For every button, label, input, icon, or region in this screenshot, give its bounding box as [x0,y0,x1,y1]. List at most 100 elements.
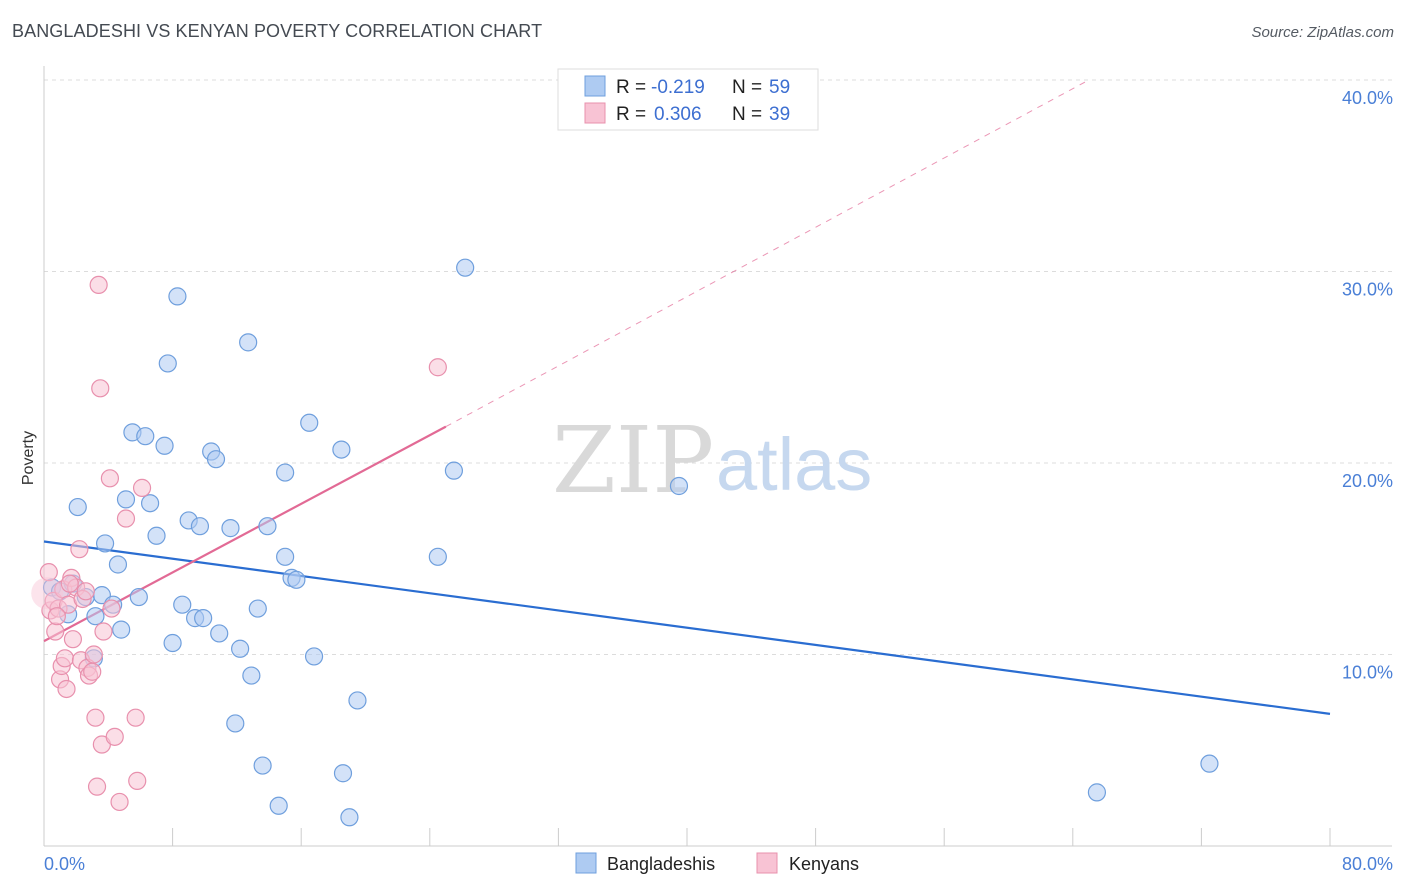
point-bangladeshis [194,609,213,628]
legend-n-value-1: 59 [769,77,790,98]
point-bangladeshis [136,427,155,446]
point-kenyans [91,379,110,398]
source-credit: Source: ZipAtlas.com [1251,24,1394,41]
bottom-legend-swatch-bangladeshis [575,852,597,874]
point-kenyans [76,582,95,601]
point-bangladeshis [86,607,105,626]
point-kenyans [60,574,79,593]
point-bangladeshis [276,547,295,566]
point-kenyans [55,649,74,668]
y-tick-labels: 10.0% 20.0% 30.0% 40.0% [1342,88,1393,683]
point-bangladeshis [226,714,245,733]
watermark: ZIP atlas [552,407,872,514]
point-kenyans [126,708,145,727]
point-kenyans [87,777,107,796]
point-kenyans [84,645,103,664]
y-tick-label: 40.0% [1342,88,1393,108]
point-bangladeshis [1200,754,1219,773]
point-bangladeshis [304,647,324,666]
legend-n-label-2: N = [732,104,762,125]
point-bangladeshis [269,796,288,815]
trend-line-kenyans-extension [445,79,1090,428]
point-kenyans [94,622,113,641]
point-bangladeshis [242,666,261,685]
point-bangladeshis [332,440,351,459]
point-bangladeshis [248,599,267,618]
bottom-legend-label-kenyans: Kenyans [789,854,859,874]
bottom-legend-label-bangladeshis: Bangladeshis [607,854,715,874]
point-kenyans [57,679,76,699]
point-bangladeshis [258,517,277,536]
point-kenyans [428,358,447,377]
legend: R = -0.219 N = 59 R = 0.306 N = 39 [557,68,819,131]
point-bangladeshis [112,620,131,639]
point-bangladeshis [333,764,353,783]
point-kenyans [100,469,120,488]
point-kenyans [89,275,108,295]
point-bangladeshis [1087,783,1107,802]
x-tick-label: 0.0% [44,854,85,874]
legend-swatch-kenyans [584,102,606,124]
point-bangladeshis [444,461,464,480]
point-bangladeshis [276,463,295,482]
point-bangladeshis [287,570,306,589]
x-tick-labels: 0.0% 80.0% [44,854,1393,874]
point-bangladeshis [158,354,177,373]
point-kenyans [102,599,121,618]
bottom-legend-swatch-kenyans [756,852,778,874]
point-bangladeshis [147,526,166,545]
point-kenyans-cluster [31,577,64,610]
point-bangladeshis [239,333,258,352]
point-bangladeshis [116,490,136,509]
x-tick-label: 80.0% [1342,854,1393,874]
point-kenyans [47,607,66,626]
point-bangladeshis [155,436,174,455]
point-bangladeshis [428,547,447,566]
point-kenyans [116,509,136,528]
y-tick-label: 10.0% [1342,663,1393,683]
legend-n-label-1: N = [732,77,762,98]
point-kenyans [83,662,102,681]
point-kenyans [70,540,89,559]
point-kenyans [63,630,83,649]
point-bangladeshis [168,287,187,306]
legend-r-value-2: 0.306 [654,104,702,125]
point-kenyans [39,563,58,582]
point-kenyans [128,771,147,790]
watermark-zip: ZIP [552,407,714,514]
trend-lines [43,79,1331,715]
point-bangladeshis [300,413,319,432]
watermark-atlas: atlas [716,423,872,506]
point-bangladeshis [456,258,475,277]
point-bangladeshis [190,517,210,536]
point-bangladeshis [140,494,160,513]
data-points [31,258,1219,827]
point-bangladeshis [108,555,128,574]
point-bangladeshis [68,497,87,517]
legend-n-value-2: 39 [769,104,790,125]
point-bangladeshis [348,691,367,710]
point-bangladeshis [129,587,148,607]
trend-line-bangladeshis [43,540,1331,715]
chart-title: BANGLADESHI VS KENYAN POVERTY CORRELATIO… [12,21,543,41]
y-axis-label: Poverty [20,431,37,485]
legend-r-label-1: R = [616,77,646,98]
point-bangladeshis [340,808,359,827]
point-kenyans [46,622,65,641]
point-bangladeshis [163,633,182,653]
point-bangladeshis [95,534,115,553]
point-kenyans [110,792,129,812]
point-bangladeshis [253,756,272,775]
y-tick-label: 20.0% [1342,471,1393,491]
legend-r-value-1: -0.219 [651,77,705,98]
point-bangladeshis [669,476,689,496]
axes [43,66,1392,847]
point-kenyans [86,708,105,727]
bottom-legend: Bangladeshis Kenyans [575,852,859,874]
point-bangladeshis [231,639,250,658]
y-tick-label: 30.0% [1342,280,1393,300]
legend-r-label-2: R = [616,104,646,125]
point-bangladeshis [210,624,229,643]
grid-lines [44,79,1392,655]
